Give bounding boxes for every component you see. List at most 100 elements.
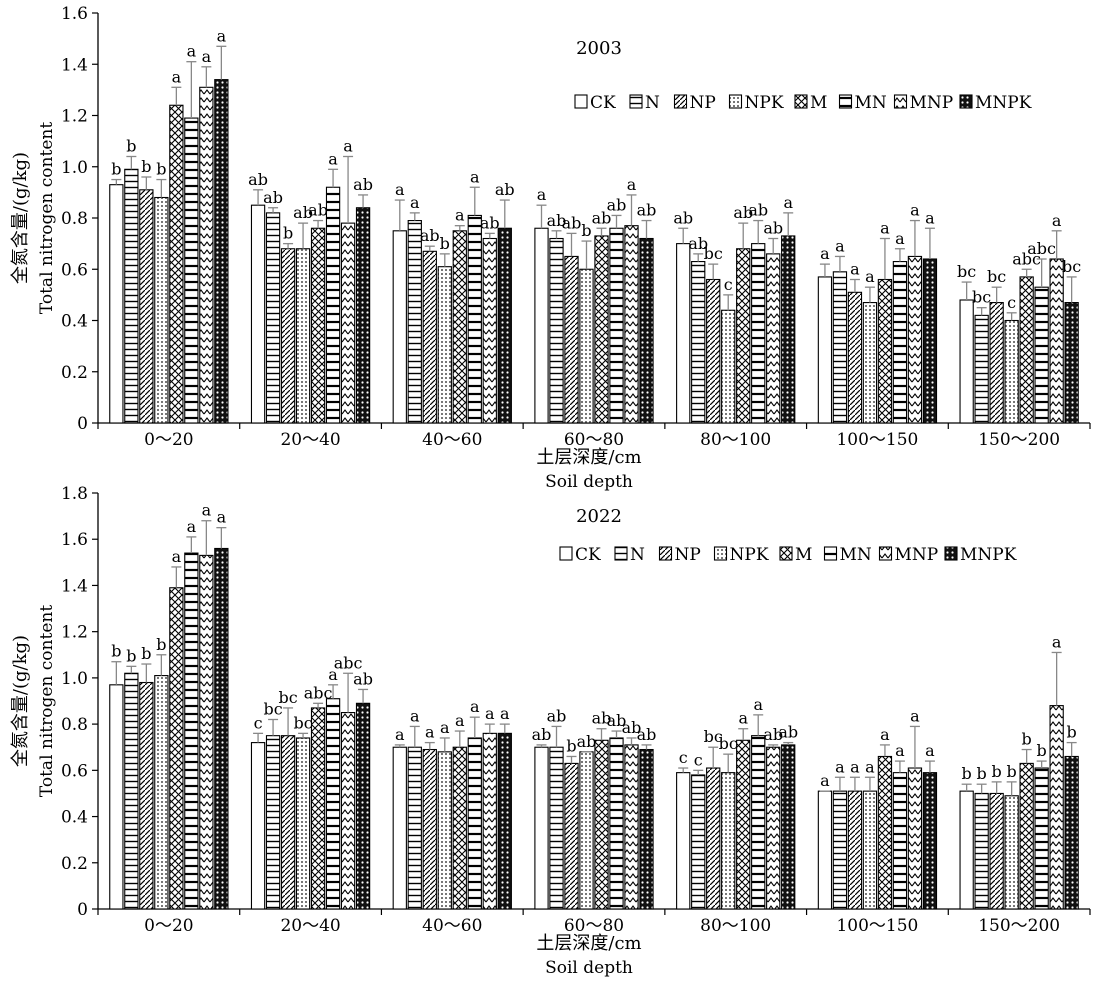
significance-letter: a bbox=[910, 706, 920, 725]
significance-letter: bc bbox=[987, 267, 1006, 286]
significance-letter: b bbox=[1022, 730, 1032, 749]
x-tick-label: 60～80 bbox=[564, 430, 624, 450]
x-axis-label-en: Soil depth bbox=[545, 472, 633, 492]
legend-label-NPK: NPK bbox=[730, 545, 769, 565]
significance-letter: b bbox=[283, 224, 293, 243]
chart-panel-2022: 0 0.2 0.4 0.6 0.8 1.0 1.2 1.4 1.6 1.8 0～20 20～40 40～… bbox=[10, 484, 1091, 978]
significance-letter: a bbox=[895, 229, 905, 248]
legend-swatch-CK bbox=[559, 546, 573, 561]
significance-letter: a bbox=[820, 244, 830, 263]
x-tick-label: 40～60 bbox=[422, 430, 482, 450]
bar-NP-40～60 bbox=[422, 250, 437, 424]
legend-label-N: N bbox=[645, 93, 660, 113]
significance-letter: a bbox=[395, 180, 405, 199]
legend-swatch-MNP bbox=[893, 94, 908, 109]
bar-NP-60～80 bbox=[564, 762, 579, 910]
significance-letter: b bbox=[156, 160, 166, 179]
y-axis-label-en: Total nitrogen content bbox=[37, 605, 57, 797]
x-axis-label-cn: 土层深度/cm bbox=[536, 933, 641, 954]
bar-NPK-20～40 bbox=[295, 737, 311, 910]
significance-letter: ab bbox=[248, 170, 268, 189]
x-axis-label-en: Soil depth bbox=[545, 958, 633, 978]
significance-letter: ab bbox=[688, 234, 708, 253]
bar-MN-80～100 bbox=[751, 243, 766, 424]
bar-MNPK-150～200 bbox=[1064, 755, 1079, 910]
significance-letter: b bbox=[992, 762, 1002, 781]
y-tick-label: 1.0 bbox=[61, 158, 88, 178]
bar-MNP-150～200 bbox=[1049, 705, 1064, 910]
bar-NP-80～100 bbox=[706, 278, 721, 424]
legend: CK N NP NPK M MN MNP MNPK bbox=[559, 545, 1017, 565]
significance-letter: ab bbox=[637, 201, 657, 220]
significance-letter: b bbox=[156, 635, 166, 654]
significance-letter: ab bbox=[263, 188, 283, 207]
bar-N-40～60 bbox=[407, 220, 422, 424]
bar-MNPK-80～100 bbox=[781, 744, 796, 910]
bar-M-0～20 bbox=[169, 587, 184, 910]
bar-M-20～40 bbox=[310, 707, 326, 910]
significance-letter: abc bbox=[1012, 249, 1041, 268]
y-tick-label: 0.4 bbox=[61, 312, 88, 332]
bar-N-100～150 bbox=[832, 271, 848, 424]
significance-letter: ab bbox=[592, 208, 612, 227]
bar-MNP-60～80 bbox=[624, 744, 639, 910]
legend-label-M: M bbox=[795, 545, 812, 565]
significance-letter: ab bbox=[353, 669, 373, 688]
bar-CK-60～80 bbox=[534, 746, 549, 910]
x-tick-label: 150～200 bbox=[978, 430, 1060, 450]
significance-letter: a bbox=[895, 741, 905, 760]
significance-letter: abc bbox=[1027, 239, 1056, 258]
chart-panel-2003: 0 0.2 0.4 0.6 0.8 1.0 1.2 1.4 1.6 0～20 20～40 40～60 6… bbox=[10, 4, 1091, 492]
legend-swatch-MN bbox=[823, 546, 838, 561]
bar-MN-0～20 bbox=[184, 552, 199, 910]
legend-swatch-MNPK bbox=[959, 94, 973, 109]
bar-CK-80～100 bbox=[676, 772, 691, 910]
bar-NPK-20～40 bbox=[295, 248, 311, 424]
significance-letter: c bbox=[679, 748, 688, 767]
significance-letter: a bbox=[455, 711, 465, 730]
significance-letter: bc bbox=[293, 713, 312, 732]
bar-MNP-40～60 bbox=[482, 237, 497, 424]
bar-MN-150～200 bbox=[1034, 286, 1049, 424]
bar-MNP-150～200 bbox=[1049, 258, 1064, 424]
x-tick-label: 100～150 bbox=[836, 916, 918, 936]
bar-MNPK-100～150 bbox=[922, 772, 938, 910]
x-axis-label-cn: 土层深度/cm bbox=[536, 447, 641, 468]
y-tick-label: 1.6 bbox=[61, 530, 88, 550]
y-tick-label: 0.2 bbox=[61, 854, 88, 874]
bar-NP-150～200 bbox=[989, 792, 1004, 910]
significance-letter: a bbox=[880, 725, 890, 744]
significance-letter: abc bbox=[334, 653, 363, 672]
bar-MNPK-40～60 bbox=[497, 732, 512, 910]
bar-NP-40～60 bbox=[422, 748, 437, 910]
legend-swatch-NPK bbox=[713, 546, 728, 561]
legend-swatch-MNPK bbox=[944, 546, 958, 561]
y-tick-label: 1.4 bbox=[61, 55, 88, 75]
significance-letter: ab bbox=[420, 226, 440, 245]
significance-letter: ab bbox=[480, 213, 500, 232]
bar-CK-150～200 bbox=[959, 299, 974, 424]
significance-letter: ab bbox=[607, 195, 627, 214]
bar-NPK-100～150 bbox=[862, 302, 878, 424]
significance-letter: a bbox=[172, 67, 182, 86]
bar-NPK-100～150 bbox=[862, 790, 878, 910]
bar-MN-60～80 bbox=[609, 227, 624, 424]
bar-NPK-150～200 bbox=[1004, 319, 1019, 424]
significance-letter: a bbox=[202, 47, 212, 66]
y-axis-label-en: Total nitrogen content bbox=[37, 122, 57, 314]
x-tick-label: 0～20 bbox=[144, 430, 193, 450]
significance-letter: a bbox=[850, 260, 860, 279]
significance-letter: a bbox=[753, 695, 763, 714]
bar-NPK-80～100 bbox=[721, 309, 736, 424]
legend-label-NP: NP bbox=[675, 545, 701, 565]
significance-letter: b bbox=[111, 160, 121, 179]
significance-letter: ab bbox=[622, 718, 642, 737]
significance-letter: c bbox=[724, 275, 733, 294]
bar-MNPK-0～20 bbox=[214, 547, 229, 910]
legend-label-MNP: MNP bbox=[910, 93, 954, 113]
bar-MNPK-20～40 bbox=[355, 702, 371, 910]
bar-M-80～100 bbox=[736, 739, 751, 910]
bar-MN-150～200 bbox=[1034, 767, 1049, 910]
legend-swatch-M bbox=[779, 546, 793, 561]
